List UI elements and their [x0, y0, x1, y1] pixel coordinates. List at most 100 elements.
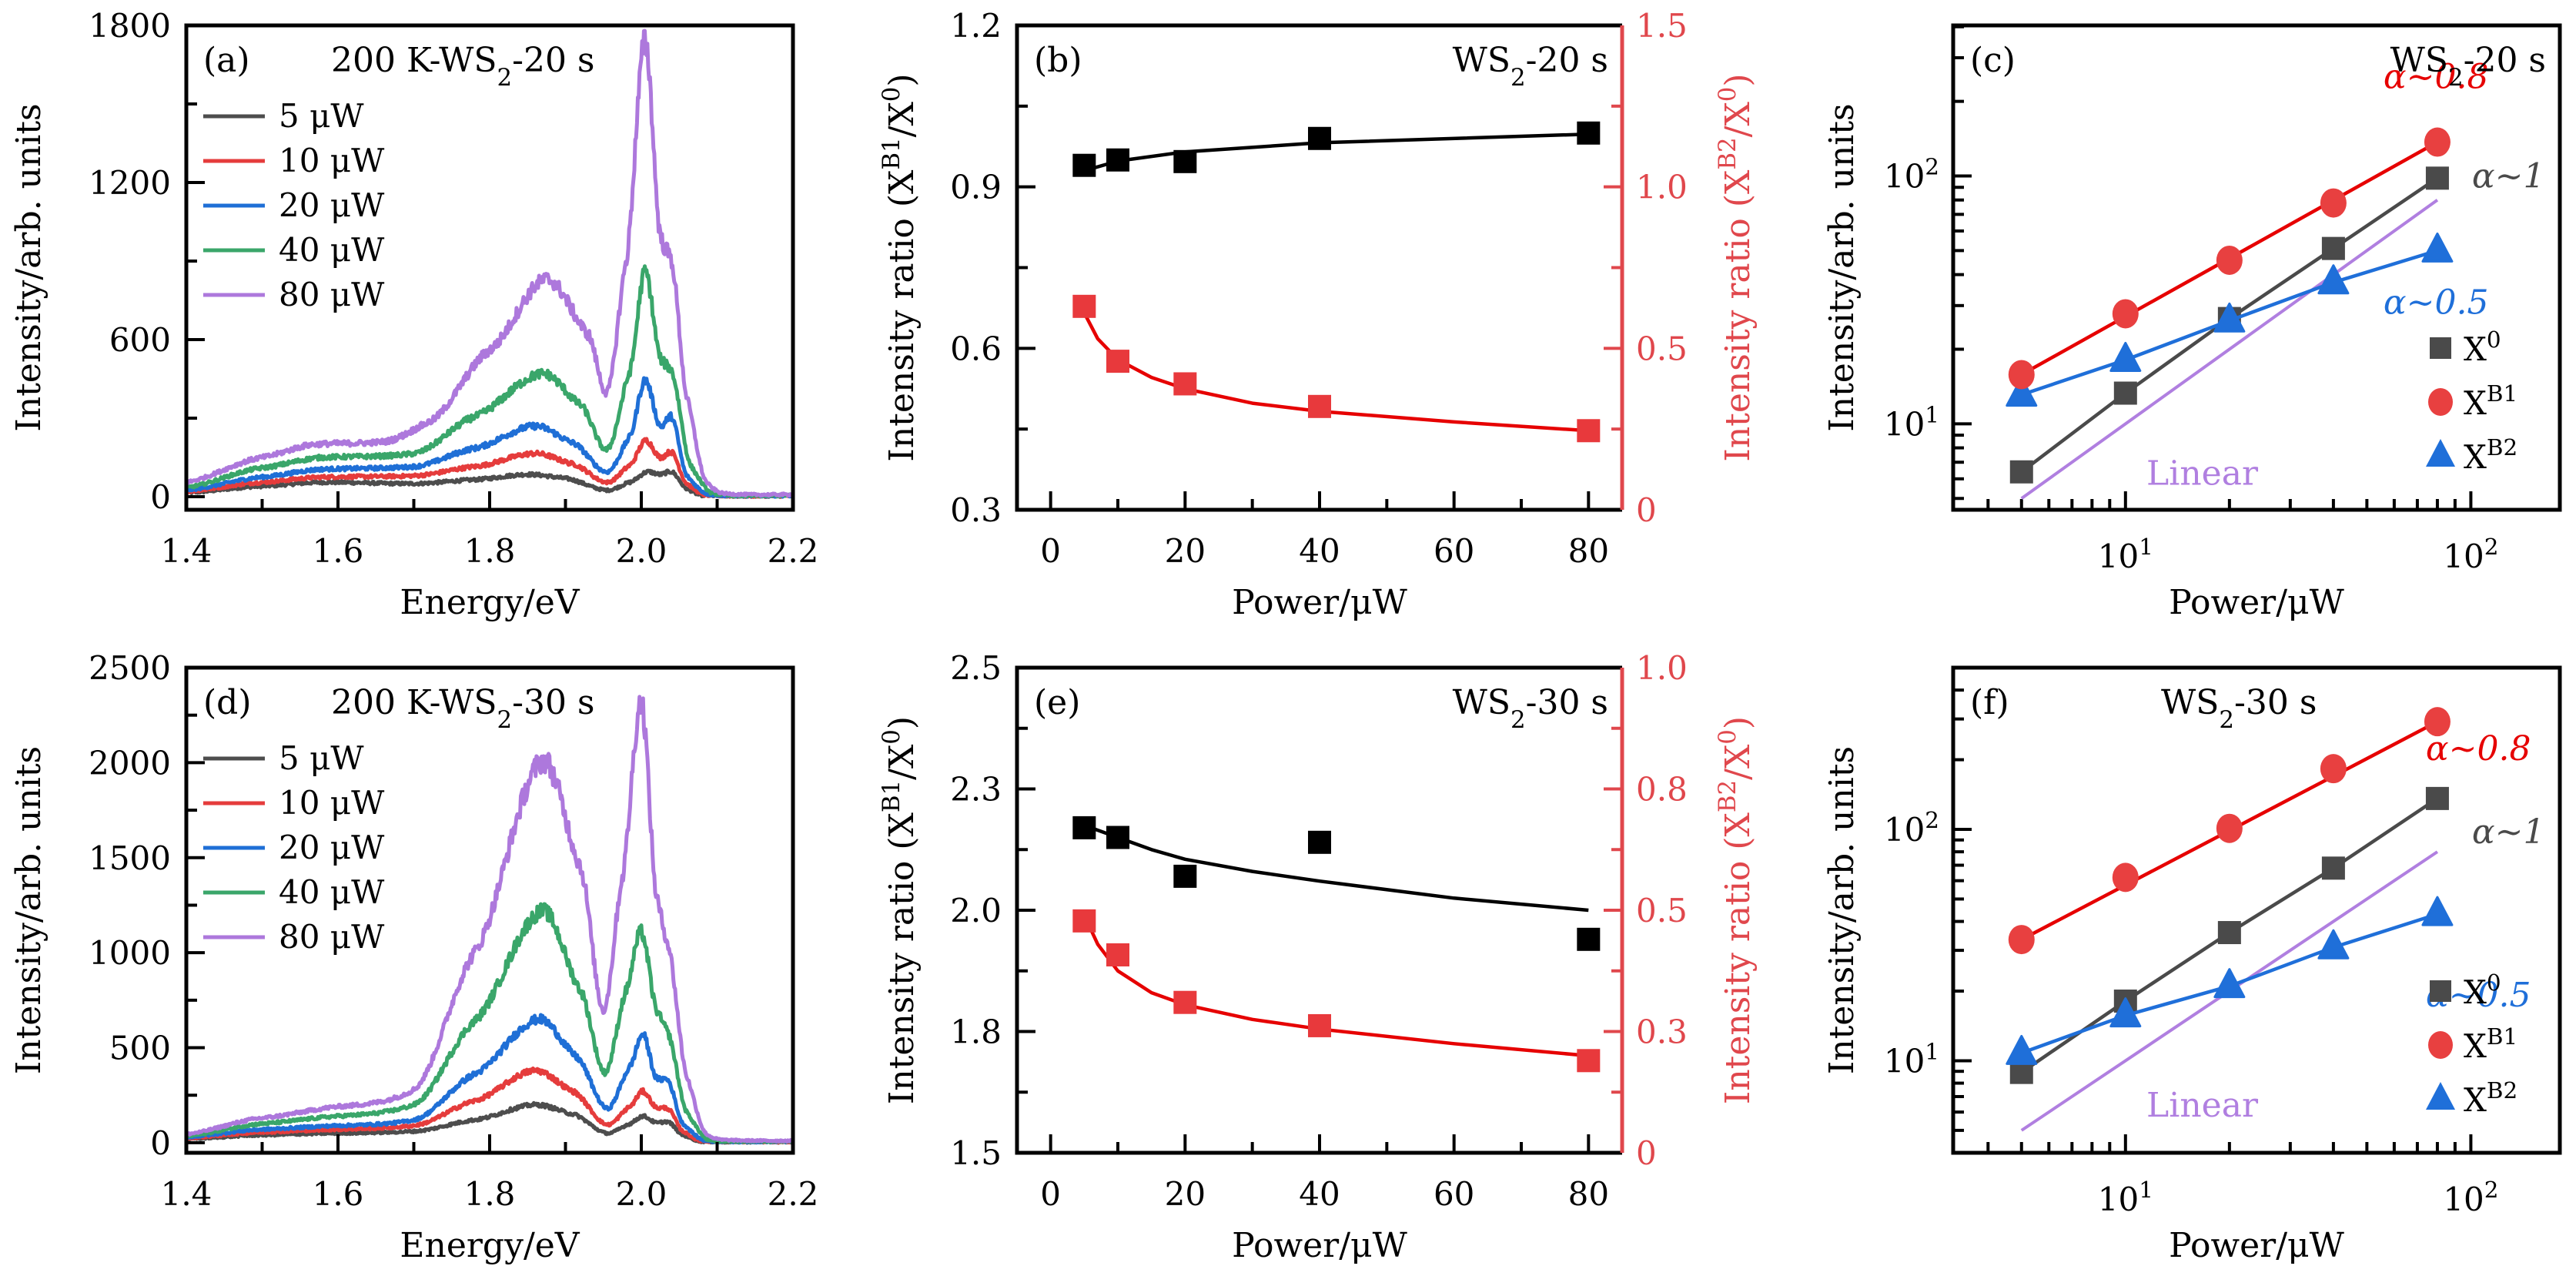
data-point-triangle — [2109, 341, 2142, 372]
legend: X0 XB1 XB2 — [2426, 970, 2517, 1119]
x-axis-label: Power/μW — [1232, 1226, 1407, 1265]
x-tick-label: 1.4 — [161, 1175, 212, 1213]
data-point-square — [1308, 830, 1331, 854]
data-point-triangle — [2317, 929, 2350, 960]
y-left-tick-label: 2.5 — [950, 649, 1002, 687]
data-point-triangle — [2421, 232, 2454, 263]
x-tick-label: 1.6 — [313, 532, 364, 570]
y-right-tick-label: 1.5 — [1636, 7, 1688, 45]
data-point-square — [2321, 856, 2345, 880]
x-tick-label: 60 — [1434, 532, 1474, 570]
data-point-square — [1577, 121, 1601, 145]
panel-a: 1.4 1.6 1.8 2.0 2.2 0 600 1200 1800 Energy/eV Inte… — [9, 7, 818, 622]
data-point-triangle — [2006, 1034, 2038, 1065]
y-left-tick-label: 0.3 — [950, 491, 1002, 529]
linear-label: Linear — [2146, 1086, 2259, 1125]
panel-b: 0 20 40 60 80 0.3 0.6 0.9 1.2 0 0.5 1.0 1.5 Power/μW I… — [878, 7, 1758, 622]
x-tick-label: 1.6 — [313, 1175, 364, 1213]
panel-title: WS2-30 s — [1453, 683, 1608, 734]
y-tick-label: 2000 — [89, 744, 171, 782]
fit-curve — [1082, 914, 1589, 1058]
legend-label: XB1 — [2464, 1023, 2517, 1065]
data-point-square — [1308, 394, 1331, 418]
data-point-triangle — [2213, 302, 2246, 333]
panel-tag: (d) — [203, 683, 252, 722]
y-tick-label: 1000 — [89, 934, 171, 972]
data-point-circle — [2216, 245, 2243, 275]
data-point-triangle — [2317, 264, 2350, 295]
data-point-square — [1106, 148, 1129, 172]
data-point-square — [1173, 372, 1197, 396]
y-tick-label: 0 — [150, 1124, 171, 1162]
legend-label: 20 μW — [279, 186, 385, 224]
y-left-tick-label: 2.3 — [950, 771, 1002, 809]
legend: 5 μW 10 μW 20 μW 40 μW 80 μW — [203, 739, 385, 956]
data-point-square — [2217, 921, 2241, 945]
y-tick-label: 500 — [109, 1030, 171, 1067]
y-tick-label: 1200 — [89, 164, 171, 202]
x-tick-label: 101 — [2098, 1177, 2153, 1218]
y-right-tick-label: 0 — [1636, 491, 1657, 529]
alpha-annotation: α~0.8 — [2426, 729, 2531, 769]
y-tick-label: 2500 — [89, 649, 171, 687]
legend-label: 80 μW — [279, 918, 385, 956]
y-left-tick-label: 1.2 — [950, 7, 1002, 45]
legend-label: X0 — [2464, 327, 2501, 368]
data-point-square — [1173, 864, 1197, 888]
spectrum-line-20W — [186, 1013, 793, 1145]
panel-d: 1.4 1.6 1.8 2.0 2.2 0 500 1000 1500 2000 2500 Energ… — [9, 649, 818, 1265]
spectrum-line-20W — [186, 376, 793, 499]
x-tick-label: 20 — [1165, 1175, 1206, 1213]
panel-e: 0 20 40 60 80 1.5 1.8 2.0 2.3 2.5 0 0.3 0.5 0.8 1.0 Pow… — [878, 649, 1758, 1265]
data-point-square — [1577, 927, 1601, 951]
spectra-lines — [186, 28, 793, 499]
x-axis-label: Power/μW — [2169, 583, 2344, 622]
panel-title: 200 K-WS2-20 s — [331, 41, 595, 92]
y-right-tick-label: 0.3 — [1636, 1013, 1688, 1051]
x-tick-label: 101 — [2098, 534, 2153, 575]
y-right-axis-label: Intensity ratio (XB2/X0) — [1714, 73, 1758, 461]
data-point-triangle — [2006, 377, 2038, 407]
panel-title: WS2-20 s — [2390, 41, 2546, 92]
y-tick-label: 101 — [1884, 1038, 1939, 1080]
fit-curve — [1082, 312, 1589, 433]
y-right-tick-label: 0 — [1636, 1134, 1657, 1172]
data-point-circle — [2112, 299, 2139, 329]
series-xb2 — [2006, 232, 2454, 407]
series-xb1-ratio — [1072, 121, 1601, 177]
panel-c: 101 102 101 102 Linear α~0.8 α~1 α~0.5 X0 XB1 XB2 P… — [1822, 23, 2562, 622]
linear-reference-line — [2020, 199, 2439, 500]
legend-label: X0 — [2464, 970, 2501, 1011]
data-point-square — [1308, 1013, 1331, 1037]
spectrum-line-5W — [186, 468, 793, 499]
data-point-square — [1072, 294, 1096, 318]
y-right-tick-label: 1.0 — [1636, 169, 1688, 206]
data-point-square — [2425, 786, 2449, 810]
data-point-square — [2425, 166, 2449, 190]
y-tick-label: 1500 — [89, 839, 171, 877]
legend-label: 5 μW — [279, 739, 364, 777]
data-point-square — [1173, 149, 1197, 173]
data-point-square — [1577, 1049, 1601, 1073]
data-point-circle — [2320, 754, 2347, 784]
legend-label: 5 μW — [279, 97, 364, 135]
panel-tag: (c) — [1970, 41, 2016, 80]
data-point-square — [1577, 419, 1601, 443]
legend-label: 40 μW — [279, 873, 385, 911]
data-point-circle — [2424, 127, 2451, 157]
x-tick-label: 2.2 — [768, 532, 819, 570]
data-point-square — [2113, 381, 2137, 405]
linear-label: Linear — [2146, 454, 2259, 493]
series-xb2-ratio — [1072, 909, 1601, 1073]
y-left-tick-label: 0.9 — [950, 169, 1002, 206]
y-axis-label: Intensity/arb. units — [1822, 746, 1862, 1074]
panel-tag: (f) — [1970, 683, 2009, 722]
legend-label: 10 μW — [279, 142, 385, 179]
y-tick-label: 1800 — [89, 7, 171, 45]
plot-frame-c — [1951, 23, 2562, 512]
x-tick-label: 0 — [1040, 532, 1061, 570]
x-tick-label: 2.0 — [616, 1175, 667, 1213]
x-tick-label: 80 — [1568, 532, 1609, 570]
series-xb1 — [2008, 707, 2451, 955]
